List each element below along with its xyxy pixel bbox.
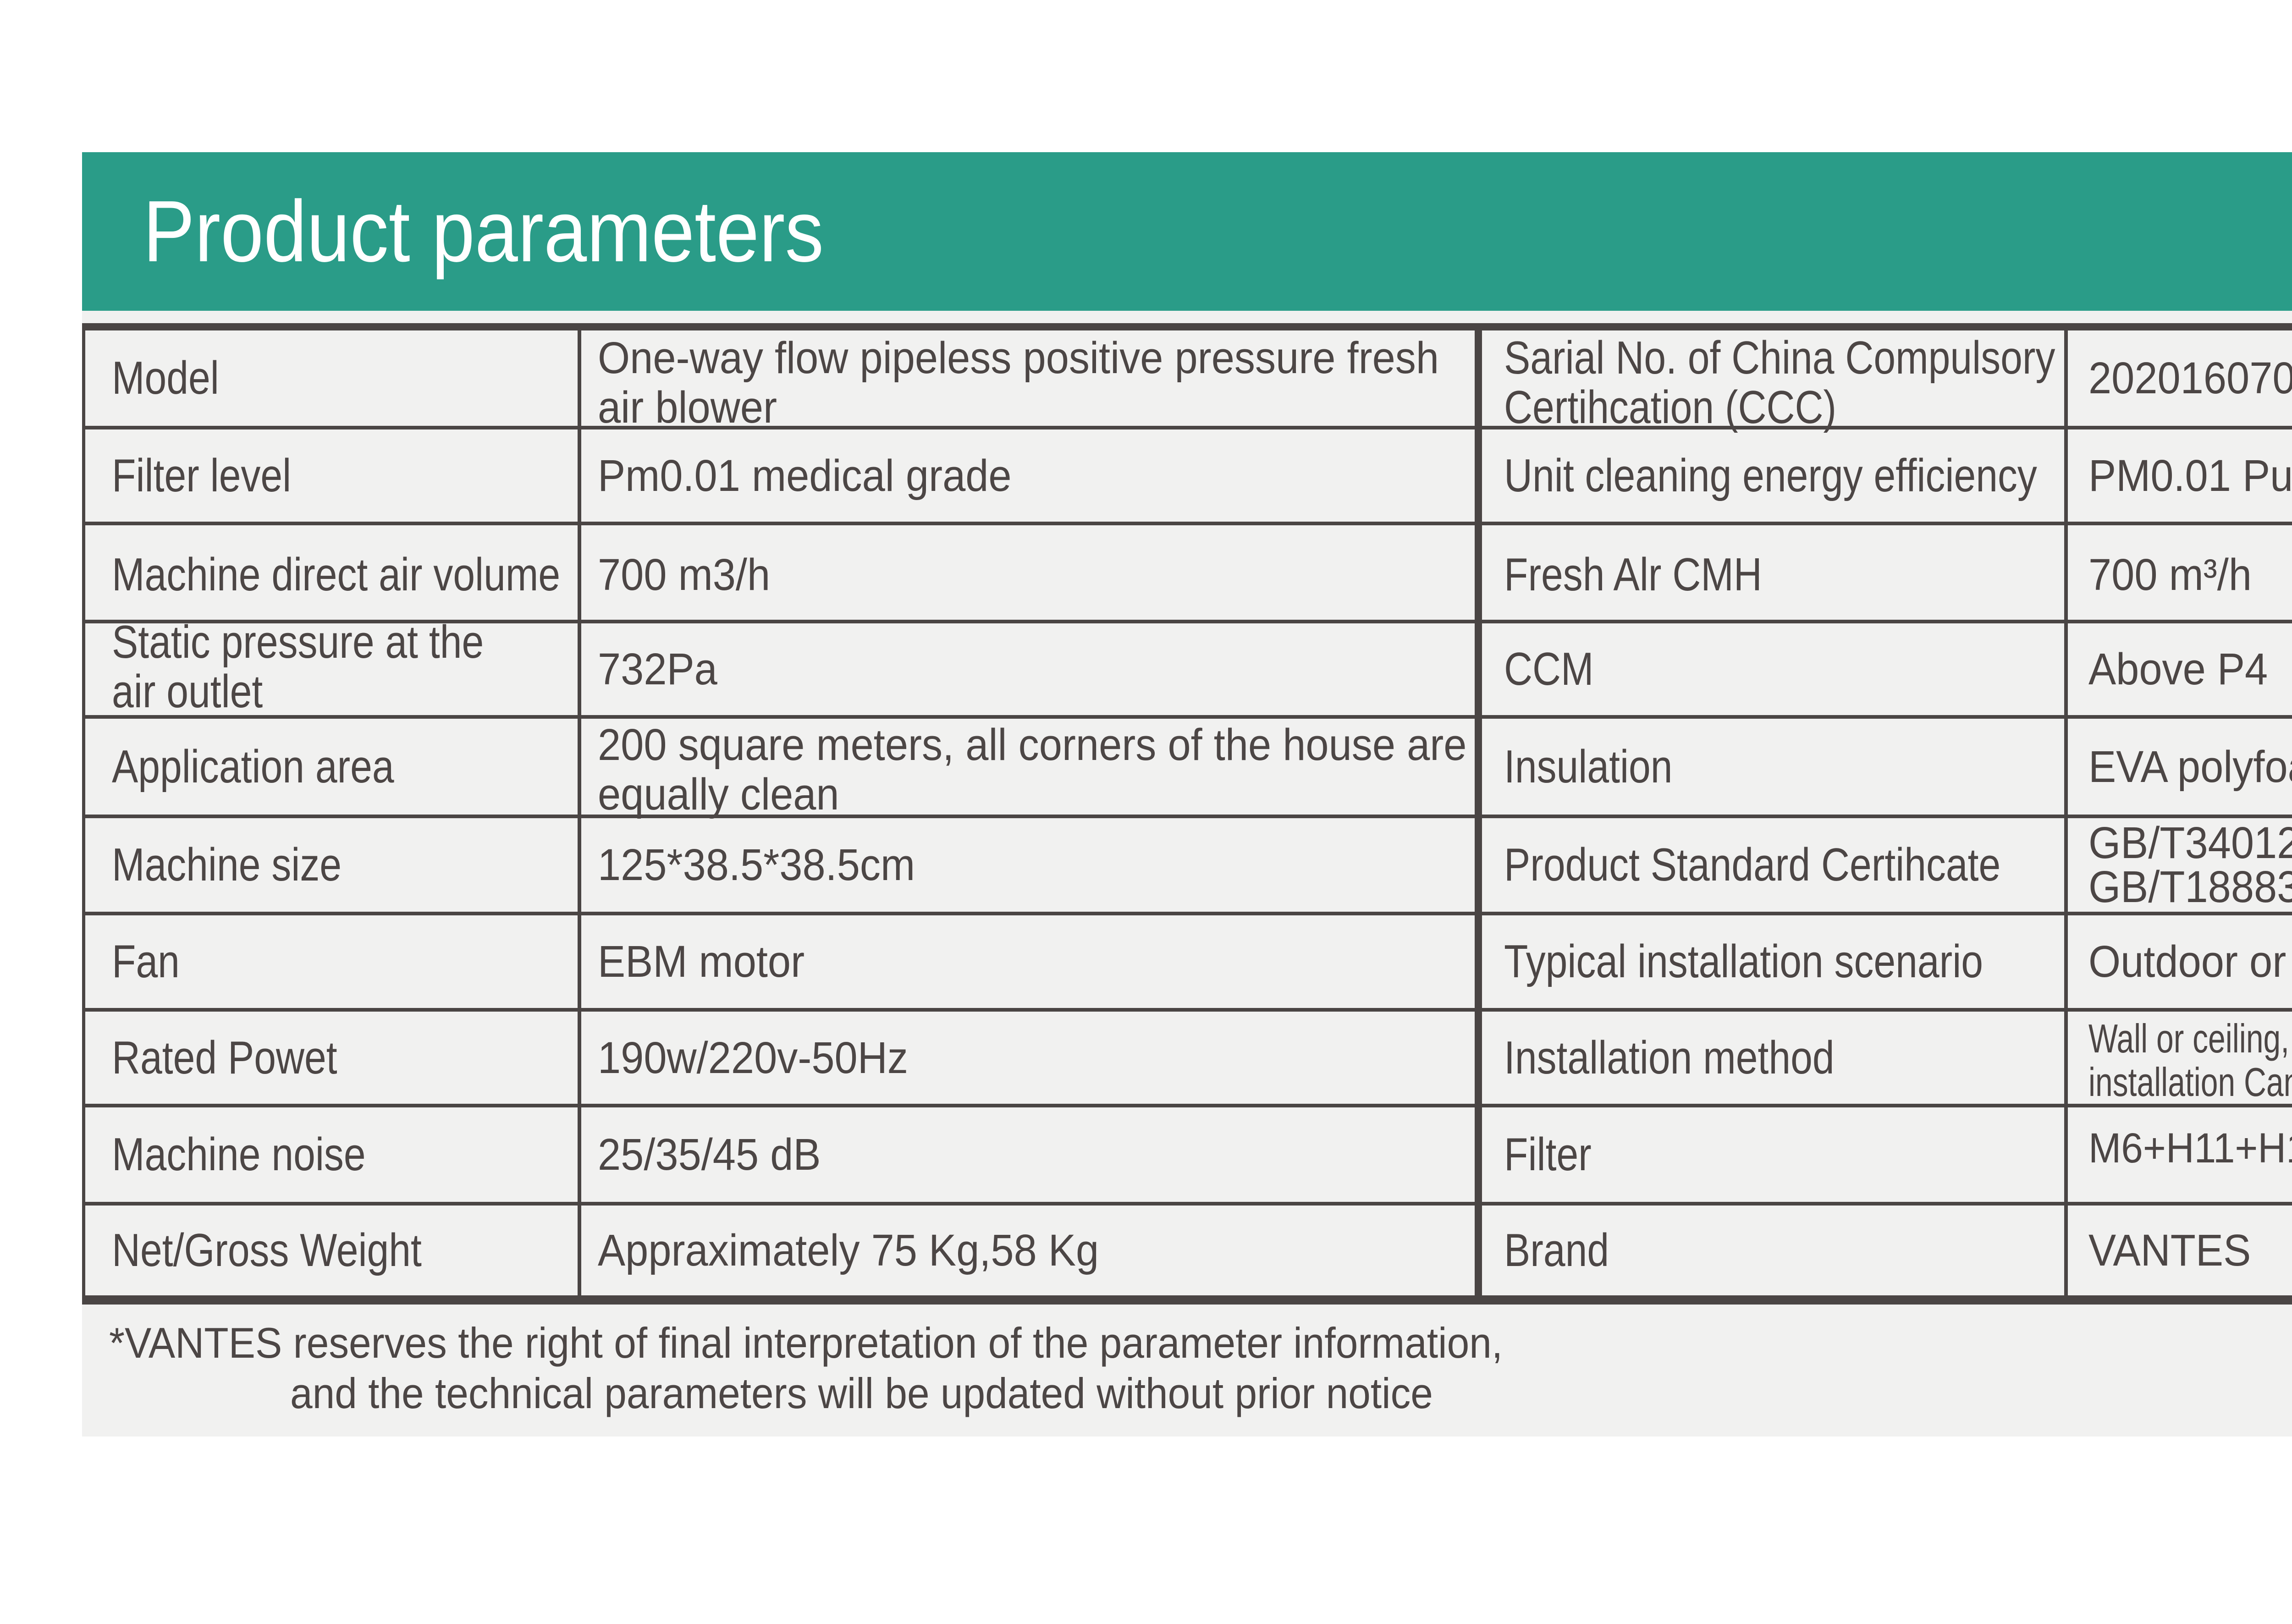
param-value-left: 125*38.5*38.5cm bbox=[581, 818, 1482, 912]
table-row: Model One-way flow pipeless positive pre… bbox=[85, 330, 2292, 432]
param-value-left: 732Pa bbox=[581, 623, 1482, 715]
param-value-right: Wall or ceiling, ductless, just make a h… bbox=[2088, 1015, 2292, 1105]
param-label-right: Filter bbox=[1482, 1107, 2068, 1202]
param-value-left: 200 square meters, all corners of the ho… bbox=[581, 719, 1482, 819]
param-value-right: PM0.01 Purifcation Effciency is 99.99% bbox=[2088, 450, 2292, 501]
param-label-left: Application area bbox=[85, 719, 581, 815]
param-value-right: M6+H11+H13 (Thee leryars athciency parti… bbox=[2088, 1125, 2292, 1172]
param-value-left: 25/35/45 dB bbox=[581, 1107, 1482, 1202]
param-value-left: 700 m3/h bbox=[581, 525, 1482, 620]
param-label-right: Unit cleaning energy efficiency bbox=[1482, 429, 2068, 522]
table-row: Rated Powet 190w/220v-50Hz Installation … bbox=[85, 1008, 2292, 1104]
table-row: Static pressure at the air outlet 732Pa … bbox=[85, 617, 2292, 716]
param-label-left: Fan bbox=[85, 915, 581, 1008]
param-value-right: Outdoor or balcony bbox=[2088, 936, 2286, 986]
param-value-left: Appraximately 75 Kg,58 Kg bbox=[581, 1206, 1482, 1295]
param-label-right: Product Standard Certihcate bbox=[1482, 818, 2068, 912]
footnote: *VANTES reserves the right of final inte… bbox=[82, 1318, 1608, 1419]
product-parameters-panel: Product parameters Model One-way flow pi… bbox=[82, 152, 2292, 1437]
param-value-right: GB/T34012;GB/T13554;GB/T21087;GB/T14295;… bbox=[2088, 818, 2292, 912]
table-row: Net/Gross Weight Appraximately 75 Kg,58 … bbox=[85, 1202, 2292, 1295]
param-label-left: Rated Powet bbox=[85, 1012, 581, 1104]
parameters-table: Model One-way flow pipeless positive pre… bbox=[82, 323, 2292, 1305]
param-label-right: Fresh Alr CMH bbox=[1482, 525, 2068, 620]
param-label-right: Brand bbox=[1482, 1206, 2068, 1295]
panel-body: Model One-way flow pipeless positive pre… bbox=[82, 311, 2292, 1437]
param-label-right: Insulation bbox=[1482, 719, 2068, 815]
section-title: Product parameters bbox=[143, 183, 824, 280]
param-value-right: 2020160702012537 bbox=[2088, 353, 2292, 403]
param-value-left: One-way flow pipeless positive pressure … bbox=[581, 330, 1482, 432]
param-label-left: Filter level bbox=[85, 429, 581, 522]
table-row: Fan EBM motor Typical installation scena… bbox=[85, 912, 2292, 1008]
footnote-line-2: and the technical parameters will be upd… bbox=[290, 1369, 1433, 1417]
table-row: Filter level Pm0.01 medical grade Unit c… bbox=[85, 426, 2292, 522]
param-value-right: VANTES bbox=[2088, 1225, 2251, 1275]
param-label-right: Typical installation scenario bbox=[1482, 915, 2068, 1008]
param-value-right: Above P4 bbox=[2088, 644, 2268, 694]
param-value-left: 190w/220v-50Hz bbox=[581, 1012, 1482, 1104]
param-value-left: EBM motor bbox=[581, 915, 1482, 1008]
param-label-left: Model bbox=[85, 330, 581, 426]
param-label-right: Sarial No. of China Compulsory Certihcat… bbox=[1482, 330, 2068, 432]
param-label-right: CCM bbox=[1482, 623, 2068, 715]
table-row: Machine noise 25/35/45 dB Filter M6+H11+… bbox=[85, 1104, 2292, 1202]
param-value-right: EVA polyfoam. Moisture.Themal and Noice … bbox=[2088, 741, 2292, 792]
param-label-left: Machine noise bbox=[85, 1107, 581, 1202]
param-label-left: Static pressure at the air outlet bbox=[85, 617, 581, 716]
footnote-line-1: *VANTES reserves the right of final inte… bbox=[109, 1319, 1503, 1367]
section-header: Product parameters bbox=[82, 152, 2292, 311]
param-label-left: Net/Gross Weight bbox=[85, 1206, 581, 1295]
param-label-left: Machine direct air volume bbox=[85, 525, 581, 620]
table-row: Machine size 125*38.5*38.5cm Product Sta… bbox=[85, 815, 2292, 912]
table-row: Application area 200 square meters, all … bbox=[85, 715, 2292, 819]
param-value-right: 700 m³/h bbox=[2088, 550, 2252, 600]
table-row: Machine direct air volume 700 m3/h Fresh… bbox=[85, 522, 2292, 620]
param-label-left: Machine size bbox=[85, 818, 581, 912]
param-label-right: Installation method bbox=[1482, 1012, 2068, 1104]
param-value-left: Pm0.01 medical grade bbox=[581, 429, 1482, 522]
